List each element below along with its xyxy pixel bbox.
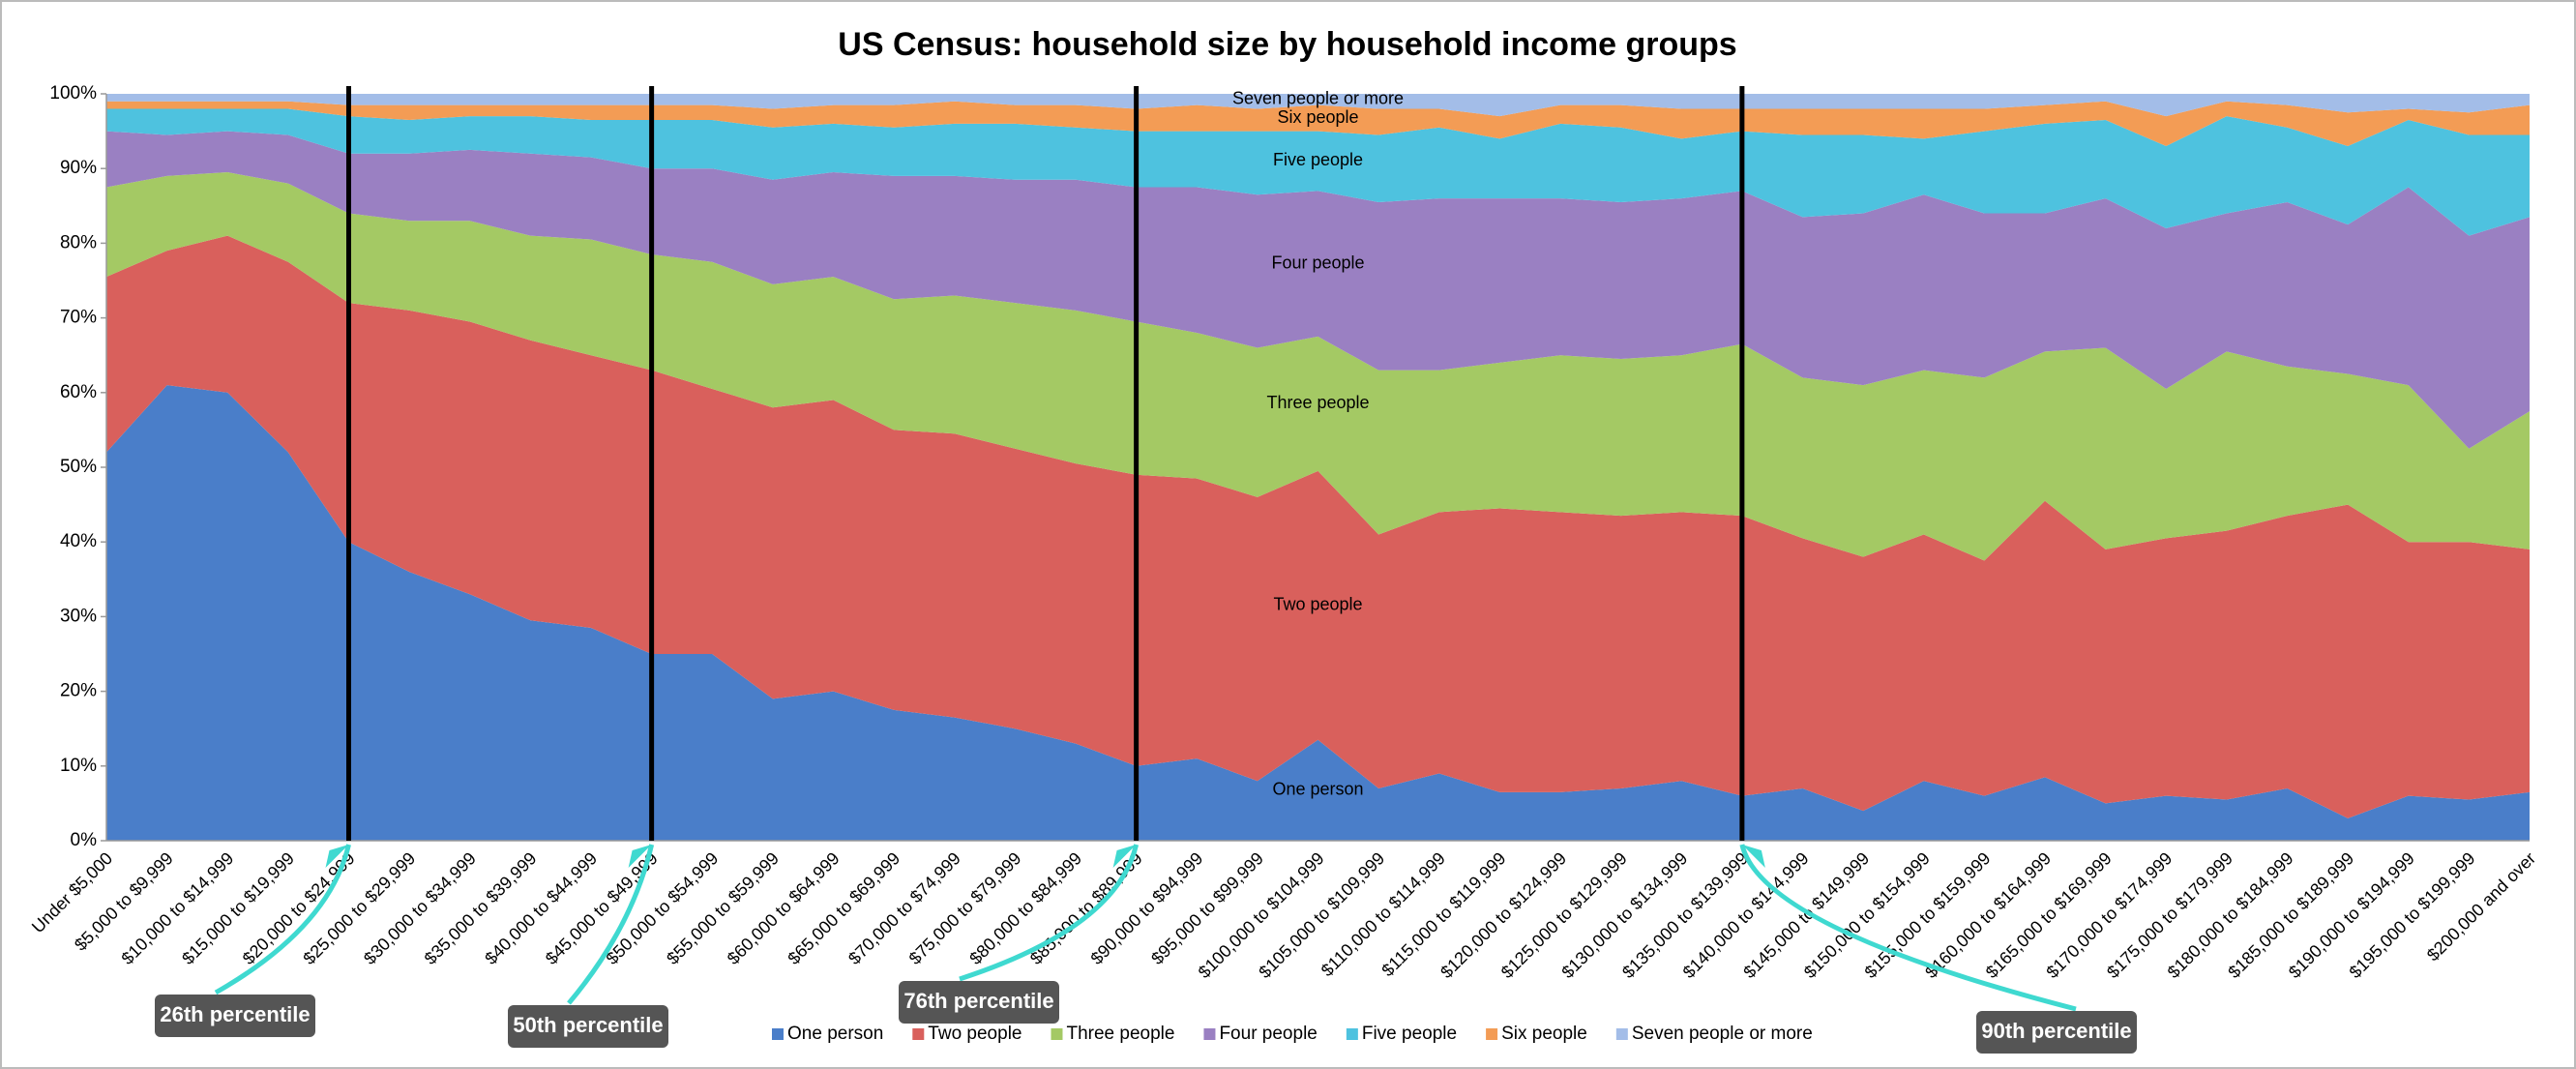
callout-arrowhead [325,845,349,868]
y-tick-label: 90% [60,158,97,178]
callout-text: 26th percentile [160,1002,310,1026]
area [106,131,2530,449]
y-tick-label: 30% [60,606,97,626]
legend-swatch [772,1028,784,1040]
callout-arrow [214,844,351,995]
y-tick-label: 100% [49,83,97,104]
callout-arrowhead [628,845,652,868]
callout-text: 50th percentile [513,1013,663,1037]
y-tick-label: 60% [60,382,97,402]
callout-box [155,995,315,1037]
y-tick-label: 20% [60,681,97,701]
chart-title: US Census: household size by household i… [838,26,1736,63]
legend-label: Four people [1219,1024,1317,1044]
callout-box [508,1005,668,1048]
callout-arrowhead [1112,845,1137,868]
area-label: Six people [1277,107,1358,127]
legend-swatch [1486,1028,1498,1040]
callout-arrowhead [1741,845,1765,868]
legend-swatch [912,1028,925,1040]
legend-swatch [1615,1028,1628,1040]
y-tick-label: 50% [60,457,97,477]
callout-box [1976,1011,2137,1054]
callout-arrow [567,844,655,1005]
legend-label: Three people [1066,1024,1174,1044]
area-label: One person [1272,780,1363,799]
legend-label: Seven people or more [1632,1024,1813,1044]
callout-arrow [959,844,1140,982]
y-tick-label: 70% [60,308,97,328]
area-label: Five people [1273,150,1363,169]
y-tick-label: 80% [60,232,97,252]
area [106,172,2530,561]
y-tick-label: 40% [60,531,97,551]
legend-label: Five people [1362,1024,1457,1044]
legend-swatch [1346,1028,1358,1040]
y-tick-label: 10% [60,756,97,776]
legend-label: Two people [928,1024,1022,1044]
legend-label: Six people [1501,1024,1587,1044]
area [106,101,2530,147]
callout-text: 90th percentile [1981,1019,2131,1043]
legend-label: One person [787,1024,883,1044]
area [106,385,2530,841]
area [106,235,2530,818]
area [106,94,2530,117]
callout-box [899,981,1059,1024]
area-label: Seven people or more [1232,89,1404,108]
area-label: Four people [1271,252,1364,272]
area-label: Three people [1266,393,1369,412]
callout-arrow [1739,844,2077,1012]
legend-swatch [1051,1028,1063,1040]
area-label: Two people [1273,595,1362,614]
legend-swatch [1203,1028,1216,1040]
y-tick-label: 0% [71,830,98,850]
callout-text: 76th percentile [903,989,1053,1013]
area [106,108,2530,236]
